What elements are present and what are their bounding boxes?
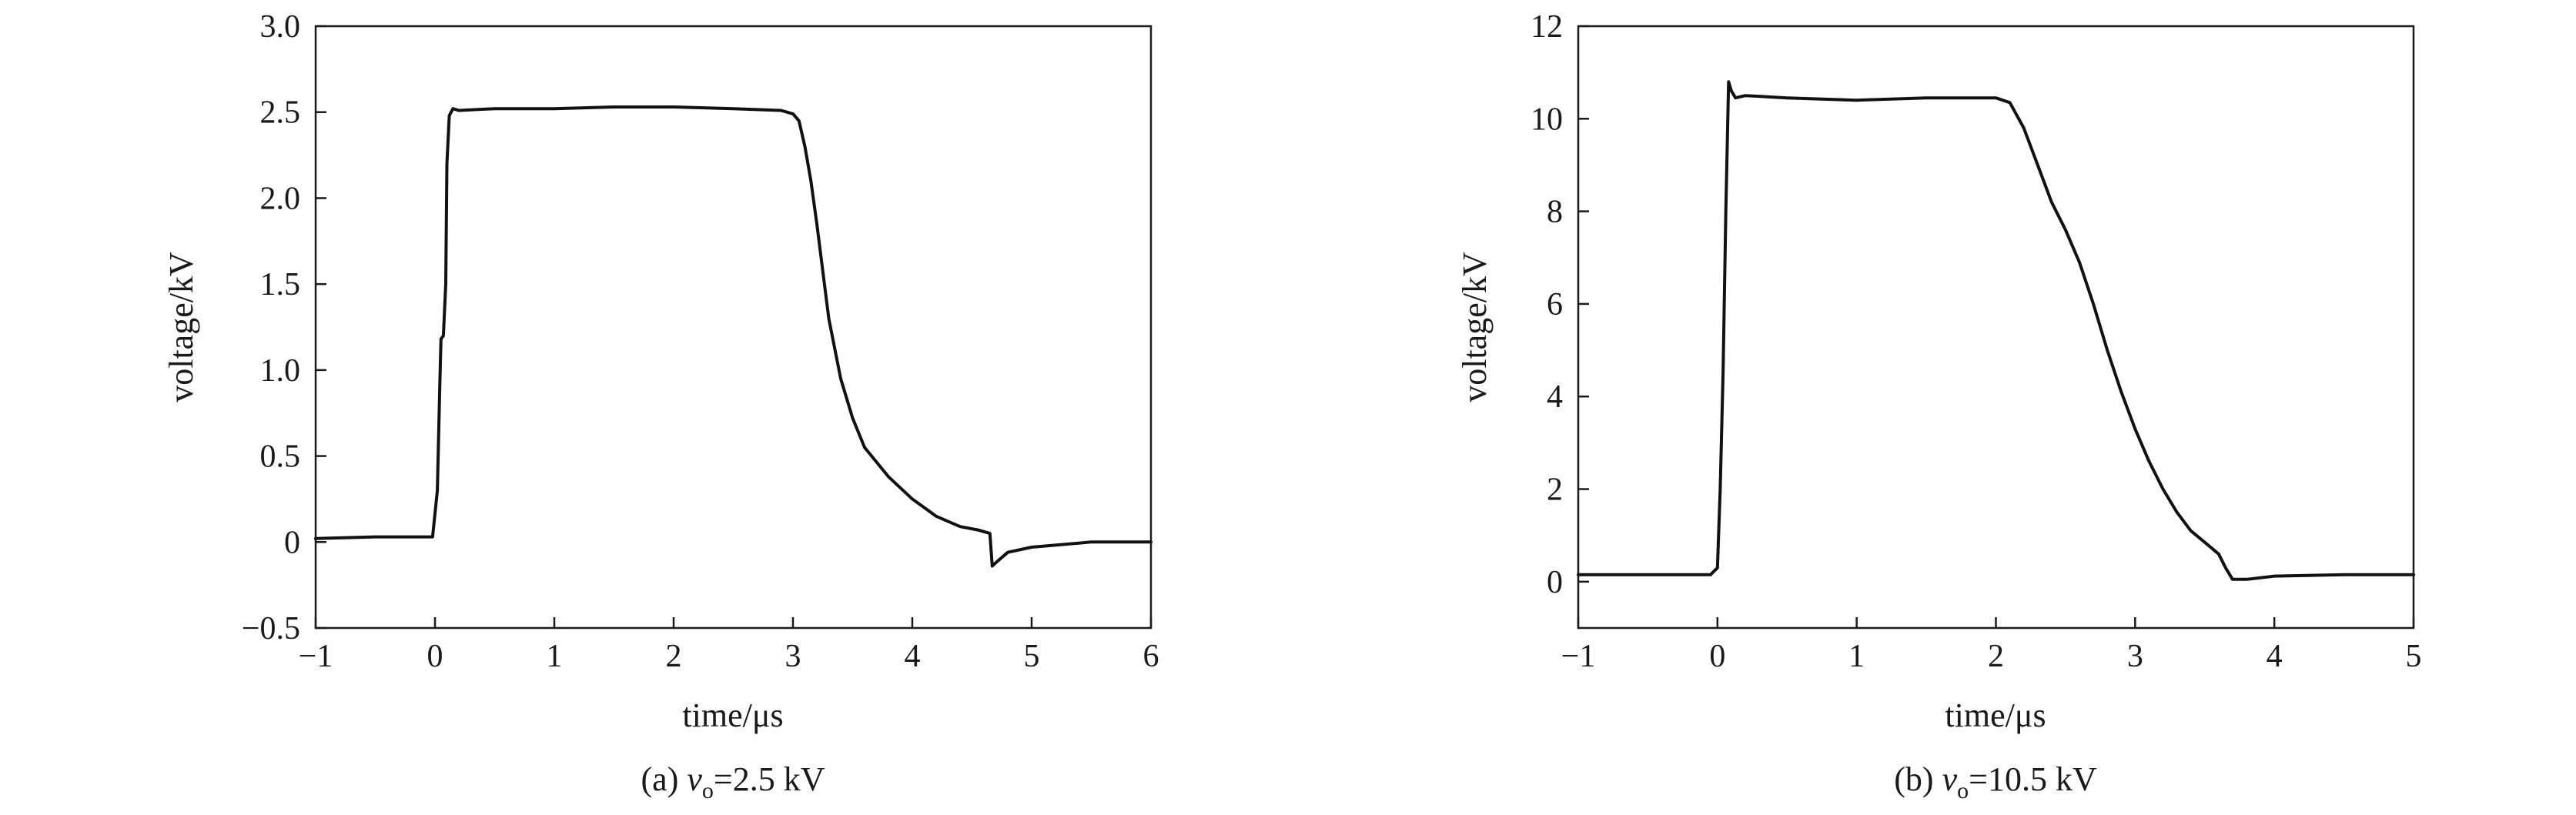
y-tick-label: 8 xyxy=(1547,195,1563,230)
caption-prefix: (b) xyxy=(1894,760,1942,798)
y-tick-label: 0 xyxy=(1547,565,1563,600)
x-tick-label: 2 xyxy=(666,639,682,674)
y-tick-label: 2 xyxy=(1547,473,1563,508)
series-group xyxy=(314,105,1153,568)
series-group xyxy=(1577,80,2415,581)
x-tick-label: 4 xyxy=(905,639,921,674)
y-tick-label: −0.5 xyxy=(242,611,300,646)
x-tick-label: 3 xyxy=(2127,639,2143,674)
x-tick-label: 5 xyxy=(1024,639,1040,674)
x-tick-label: 6 xyxy=(1143,639,1159,674)
x-axis-label: time/μs xyxy=(1945,696,2046,734)
y-tick-label: 0.5 xyxy=(260,439,301,475)
y-tick-label: 2.5 xyxy=(260,95,301,131)
x-tick-label: −1 xyxy=(299,639,333,674)
x-axis-label: time/μs xyxy=(682,696,783,734)
y-tick-label: 12 xyxy=(1531,9,1563,45)
x-tick-label: 2 xyxy=(1988,639,2004,674)
panel-caption: (b) vo=10.5 kV xyxy=(1894,760,2097,803)
y-tick-label: 1.0 xyxy=(260,353,301,389)
x-tick-label: 3 xyxy=(785,639,801,674)
x-tick-label: 1 xyxy=(1848,639,1865,674)
y-tick-label: 6 xyxy=(1547,287,1563,322)
x-tick-label: 0 xyxy=(1709,639,1725,674)
y-tick-label: 2.0 xyxy=(260,181,301,216)
caption-subscript: o xyxy=(702,778,714,803)
series-line xyxy=(1577,80,2415,581)
x-tick-label: 5 xyxy=(2406,639,2422,674)
y-tick-label: 0 xyxy=(284,525,300,560)
y-tick-label: 1.5 xyxy=(260,267,301,302)
x-tick-label: 4 xyxy=(2267,639,2283,674)
chart-panel-a: −0.5 0 0.5 1.0 1.5 2.0 2.5 3.0 −1 0 1 2 3 4 5 6 time/μ… xyxy=(162,9,1159,803)
caption-subscript: o xyxy=(1957,778,1969,803)
y-axis: −0.5 0 0.5 1.0 1.5 2.0 2.5 3.0 xyxy=(242,9,326,646)
plot-frame xyxy=(314,25,1153,630)
caption-prefix: (a) xyxy=(641,760,687,798)
caption-variable: v xyxy=(1942,760,1958,798)
x-tick-label: 1 xyxy=(547,639,563,674)
caption-variable: v xyxy=(687,760,702,798)
panel-caption: (a) vo=2.5 kV xyxy=(641,760,825,803)
y-axis-label: voltage/kV xyxy=(1456,252,1494,402)
caption-value: =10.5 kV xyxy=(1969,760,2097,798)
y-tick-label: 4 xyxy=(1547,379,1563,415)
x-axis: −1 0 1 2 3 4 5 6 xyxy=(299,617,1159,674)
series-line xyxy=(314,105,1153,568)
caption-value: =2.5 kV xyxy=(714,760,825,798)
y-tick-label: 10 xyxy=(1531,102,1563,137)
x-axis: −1 0 1 2 3 4 5 xyxy=(1561,617,2422,674)
x-tick-label: −1 xyxy=(1561,639,1596,674)
y-axis: 0 2 4 6 8 10 12 xyxy=(1531,9,1589,600)
y-axis-label: voltage/kV xyxy=(162,252,200,402)
y-tick-label: 3.0 xyxy=(260,9,301,45)
x-tick-label: 0 xyxy=(427,639,443,674)
